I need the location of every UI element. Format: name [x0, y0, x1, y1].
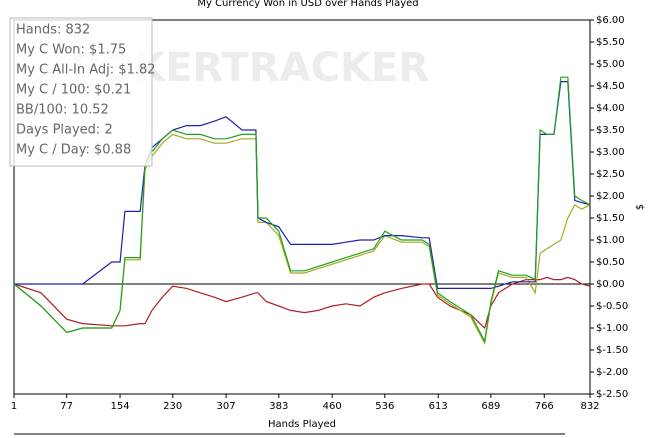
y-tick-label: $5.50 [596, 37, 625, 48]
x-tick-label: 689 [481, 401, 500, 412]
y-tick-label: $3.00 [596, 147, 625, 158]
chart-title: My Currency Won in USD over Hands Played [197, 0, 418, 9]
x-tick-label: 460 [323, 401, 342, 412]
plot-area [13, 19, 591, 395]
stat-line: My C Won: $1.75 [16, 43, 126, 58]
y-tick-label: $1.00 [596, 235, 625, 246]
y-tick-label: $-1.50 [596, 345, 628, 356]
x-tick-label: 613 [429, 401, 448, 412]
stat-line: Days Played: 2 [16, 123, 113, 138]
y-tick-label: $3.50 [596, 125, 625, 136]
y-tick-label: $4.50 [596, 81, 625, 92]
stat-line: My C / 100: $0.21 [16, 83, 131, 98]
x-tick-label: 77 [60, 401, 73, 412]
y-axis-label: $ [635, 204, 646, 210]
stats-box [9, 17, 153, 167]
y-tick-label: $2.50 [596, 169, 625, 180]
y-tick-label: $-1.00 [596, 323, 628, 334]
x-tick-label: 383 [269, 401, 288, 412]
y-tick-label: $6.00 [596, 15, 625, 26]
y-tick-label: $2.00 [596, 191, 625, 202]
x-tick-label: 832 [580, 401, 599, 412]
y-tick-label: $-0.50 [596, 301, 628, 312]
x-tick-label: 154 [111, 401, 130, 412]
x-tick-label: 766 [535, 401, 554, 412]
stat-line: Hands: 832 [16, 23, 90, 38]
x-tick-label: 536 [375, 401, 394, 412]
y-tick-label: $0.00 [596, 279, 625, 290]
x-tick-label: 230 [163, 401, 182, 412]
y-tick-label: $5.00 [596, 59, 625, 70]
x-tick-label: 307 [217, 401, 236, 412]
stat-line: My C All-In Adj: $1.82 [16, 63, 156, 78]
stat-line: BB/100: 10.52 [16, 103, 109, 118]
stat-line: My C / Day: $0.88 [16, 143, 131, 158]
y-tick-label: $-2.50 [596, 389, 628, 400]
y-tick-label: $-2.00 [596, 367, 628, 378]
y-tick-label: $4.00 [596, 103, 625, 114]
x-tick-label: 1 [11, 401, 17, 412]
x-axis-label: Hands Played [268, 419, 336, 430]
y-tick-label: $1.50 [596, 213, 625, 224]
y-tick-label: $0.50 [596, 257, 625, 268]
